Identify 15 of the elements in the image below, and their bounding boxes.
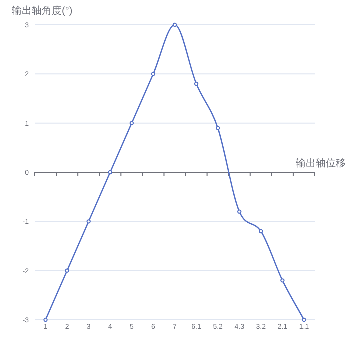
point [151, 72, 156, 76]
point [172, 22, 178, 28]
point [108, 170, 112, 175]
point [65, 268, 70, 273]
point [44, 318, 48, 322]
point [194, 82, 199, 86]
point [216, 126, 220, 130]
point [86, 220, 91, 224]
point [280, 278, 285, 283]
y-axis-title: 输出轴角度(°) [12, 5, 73, 17]
point [302, 318, 306, 322]
x-axis-title: 输出轴位移 [296, 158, 346, 170]
point [259, 229, 264, 234]
point [130, 121, 134, 126]
point [238, 210, 242, 214]
